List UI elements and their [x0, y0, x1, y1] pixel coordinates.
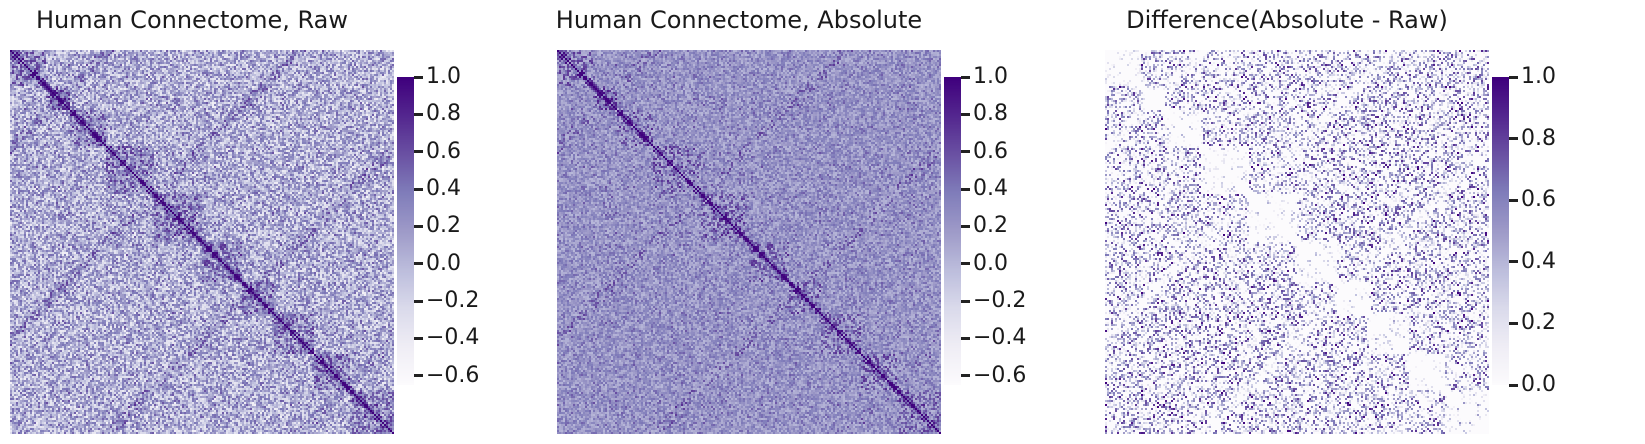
tick-mark	[414, 262, 423, 266]
connectome-heatmap-absolute	[557, 50, 941, 434]
heatmap-panel-raw: Human Connectome, Raw 1.0 0.8 0.6 0.4 0.2 0.0…	[0, 0, 560, 444]
colorbar-absolute	[944, 77, 961, 385]
panel-title: Human Connectome, Raw	[36, 6, 348, 34]
panel-title: Human Connectome, Absolute	[555, 6, 923, 34]
tick-label: 0.2	[973, 213, 1008, 239]
tick-mark	[961, 224, 970, 228]
difference-heatmap	[1105, 50, 1489, 434]
colorbar-raw	[397, 77, 414, 385]
tick-label: 0.0	[426, 250, 461, 276]
tick-label: −0.4	[426, 325, 480, 351]
tick-mark	[414, 336, 423, 340]
tick-mark	[414, 187, 423, 191]
tick-label: 1.0	[426, 64, 461, 89]
tick-label: 0.4	[973, 176, 1008, 201]
tick-label: 0.2	[1521, 310, 1556, 336]
tick-mark	[1509, 198, 1518, 202]
tick-mark	[961, 150, 970, 154]
tick-mark	[961, 299, 970, 303]
tick-mark	[414, 150, 423, 154]
tick-label: 0.4	[426, 176, 461, 201]
tick-label: 1.0	[973, 64, 1008, 89]
tick-label: 0.2	[426, 213, 461, 239]
tick-label: −0.2	[973, 288, 1027, 313]
tick-label: 1.0	[1521, 64, 1556, 89]
tick-label: 0.4	[1521, 248, 1556, 274]
tick-mark	[961, 262, 970, 266]
tick-mark	[1509, 75, 1518, 79]
connectome-heatmap-raw	[10, 50, 394, 434]
tick-mark	[414, 299, 423, 303]
tick-mark	[414, 374, 423, 378]
tick-mark	[961, 336, 970, 340]
tick-label: 0.6	[973, 138, 1008, 164]
colorbar-difference	[1492, 77, 1509, 385]
tick-label: 0.8	[973, 101, 1008, 127]
tick-mark	[1509, 137, 1518, 141]
tick-label: 0.6	[426, 138, 461, 164]
tick-mark	[961, 112, 970, 116]
panel-title: Difference(Absolute - Raw)	[1126, 6, 1448, 34]
tick-label: −0.6	[973, 362, 1027, 388]
tick-mark	[1509, 260, 1518, 264]
tick-label: 0.0	[973, 250, 1008, 276]
tick-mark	[961, 187, 970, 191]
heatmap-panel-difference: Difference(Absolute - Raw) 1.0 0.8 0.6 0.4 0…	[1095, 0, 1645, 444]
tick-label: −0.6	[426, 362, 480, 388]
tick-mark	[414, 112, 423, 116]
tick-mark	[414, 75, 423, 79]
tick-mark	[961, 374, 970, 378]
tick-mark	[1509, 321, 1518, 325]
tick-label: 0.8	[1521, 125, 1556, 151]
tick-mark	[1509, 383, 1518, 387]
tick-label: −0.2	[426, 288, 480, 313]
tick-label: 0.8	[426, 101, 461, 127]
tick-label: 0.6	[1521, 187, 1556, 213]
heatmap-panel-absolute: Human Connectome, Absolute 1.0 0.8 0.6 0.4 0…	[547, 0, 1107, 444]
tick-mark	[961, 75, 970, 79]
tick-mark	[414, 224, 423, 228]
tick-label: 0.0	[1521, 372, 1556, 397]
tick-label: −0.4	[973, 325, 1027, 351]
